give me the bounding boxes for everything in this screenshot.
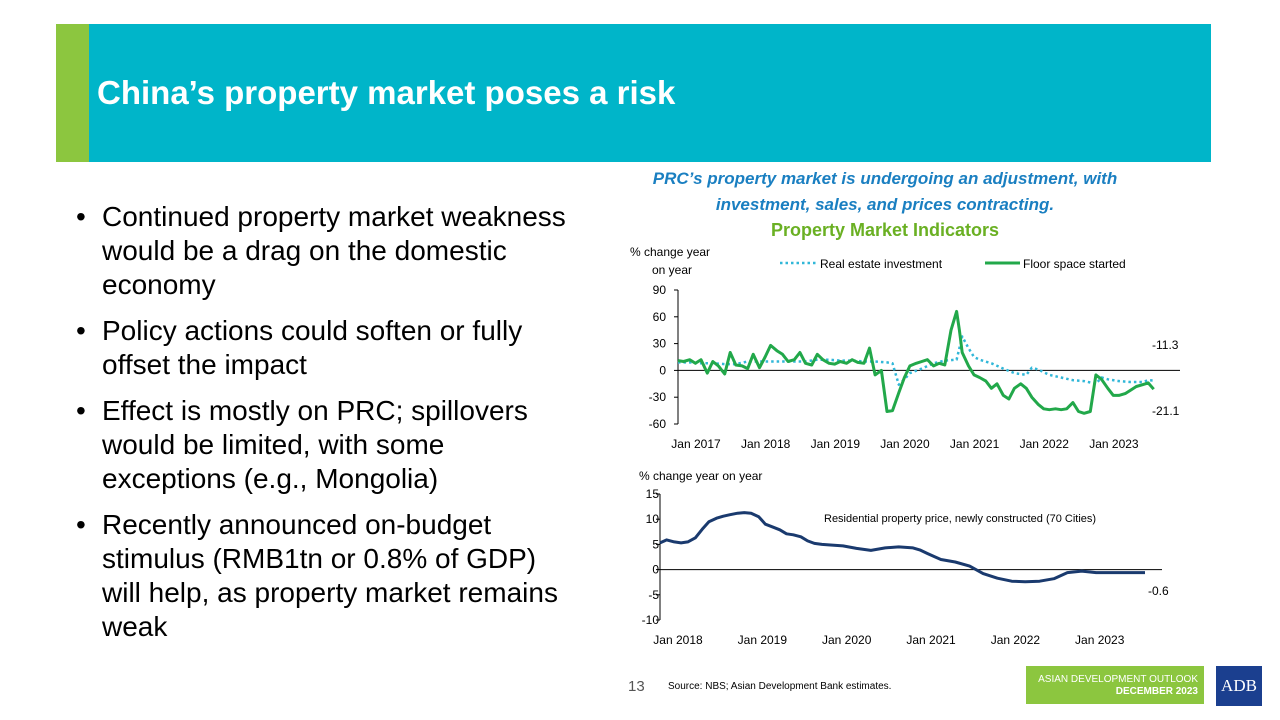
publication-date: DECEMBER 2023: [1115, 686, 1198, 697]
x-tick-label: Jan 2019: [738, 633, 788, 647]
chart-subtitle: PRC’s property market is undergoing an a…: [600, 166, 1170, 218]
bullet-item: Policy actions could soften or fully off…: [72, 314, 572, 382]
publication-badge: ASIAN DEVELOPMENT OUTLOOK DECEMBER 2023: [1026, 666, 1204, 704]
y-tick-label: 60: [653, 310, 667, 324]
x-tick-label: Jan 2017: [671, 437, 721, 451]
x-tick-label: Jan 2018: [653, 633, 703, 647]
x-tick-label: Jan 2022: [1020, 437, 1070, 451]
bullet-item: Recently announced on-budget stimulus (R…: [72, 508, 572, 644]
y-tick-label: 10: [646, 512, 660, 526]
y-axis-title: on year: [652, 263, 692, 277]
source-note: Source: NBS; Asian Development Bank esti…: [668, 681, 892, 692]
x-tick-label: Jan 2021: [906, 633, 956, 647]
x-tick-label: Jan 2021: [950, 437, 1000, 451]
x-tick-label: Jan 2023: [1089, 437, 1139, 451]
x-tick-label: Jan 2018: [741, 437, 791, 451]
slide-title: China’s property market poses a risk: [97, 74, 676, 111]
series-line-residential-property-price-newly-constructed-70-cities: [659, 511, 1145, 584]
x-tick-label: Jan 2020: [880, 437, 930, 451]
bullet-item: Effect is mostly on PRC; spillovers woul…: [72, 394, 572, 496]
series-line-real-estate-investment: [678, 335, 1154, 386]
page-number: 13: [628, 678, 645, 695]
series-label: Residential property price, newly constr…: [824, 513, 1096, 525]
bullet-item: Continued property market weakness would…: [72, 200, 572, 302]
x-tick-label: Jan 2020: [822, 633, 872, 647]
chart-title: Property Market Indicators: [770, 220, 1000, 240]
bullet-list: Continued property market weakness would…: [72, 200, 572, 656]
chart-subtitle-line-1: PRC’s property market is undergoing an a…: [652, 169, 1118, 188]
adb-logo: ADB: [1216, 666, 1262, 706]
x-tick-label: Jan 2023: [1075, 633, 1125, 647]
y-axis-title: % change year: [630, 245, 710, 259]
title-banner-accent: [56, 24, 89, 162]
data-label: -11.3: [1152, 338, 1179, 352]
x-tick-label: Jan 2019: [811, 437, 861, 451]
data-label: -21.1: [1152, 404, 1180, 418]
publication-name: ASIAN DEVELOPMENT OUTLOOK: [1038, 674, 1198, 685]
y-tick-label: -60: [649, 417, 667, 431]
x-tick-label: Jan 2022: [991, 633, 1041, 647]
y-tick-label: 0: [652, 563, 659, 577]
legend-label: Real estate investment: [820, 257, 943, 271]
y-tick-label: -5: [648, 588, 659, 602]
y-tick-label: 15: [646, 487, 660, 501]
y-tick-label: -30: [649, 390, 667, 404]
series-line-floor-space-started: [677, 309, 1155, 415]
title-banner: [89, 24, 1211, 162]
legend-label: Floor space started: [1023, 257, 1126, 271]
y-tick-label: 0: [659, 363, 666, 377]
y-tick-label: 30: [653, 337, 667, 351]
y-tick-label: 5: [652, 537, 659, 551]
y-axis-title: % change year on year: [639, 469, 762, 483]
chart-subtitle-line-2: investment, sales, and prices contractin…: [715, 195, 1055, 214]
data-label: -0.6: [1148, 584, 1169, 598]
y-tick-label: 90: [653, 283, 667, 297]
y-tick-label: -10: [642, 613, 660, 627]
